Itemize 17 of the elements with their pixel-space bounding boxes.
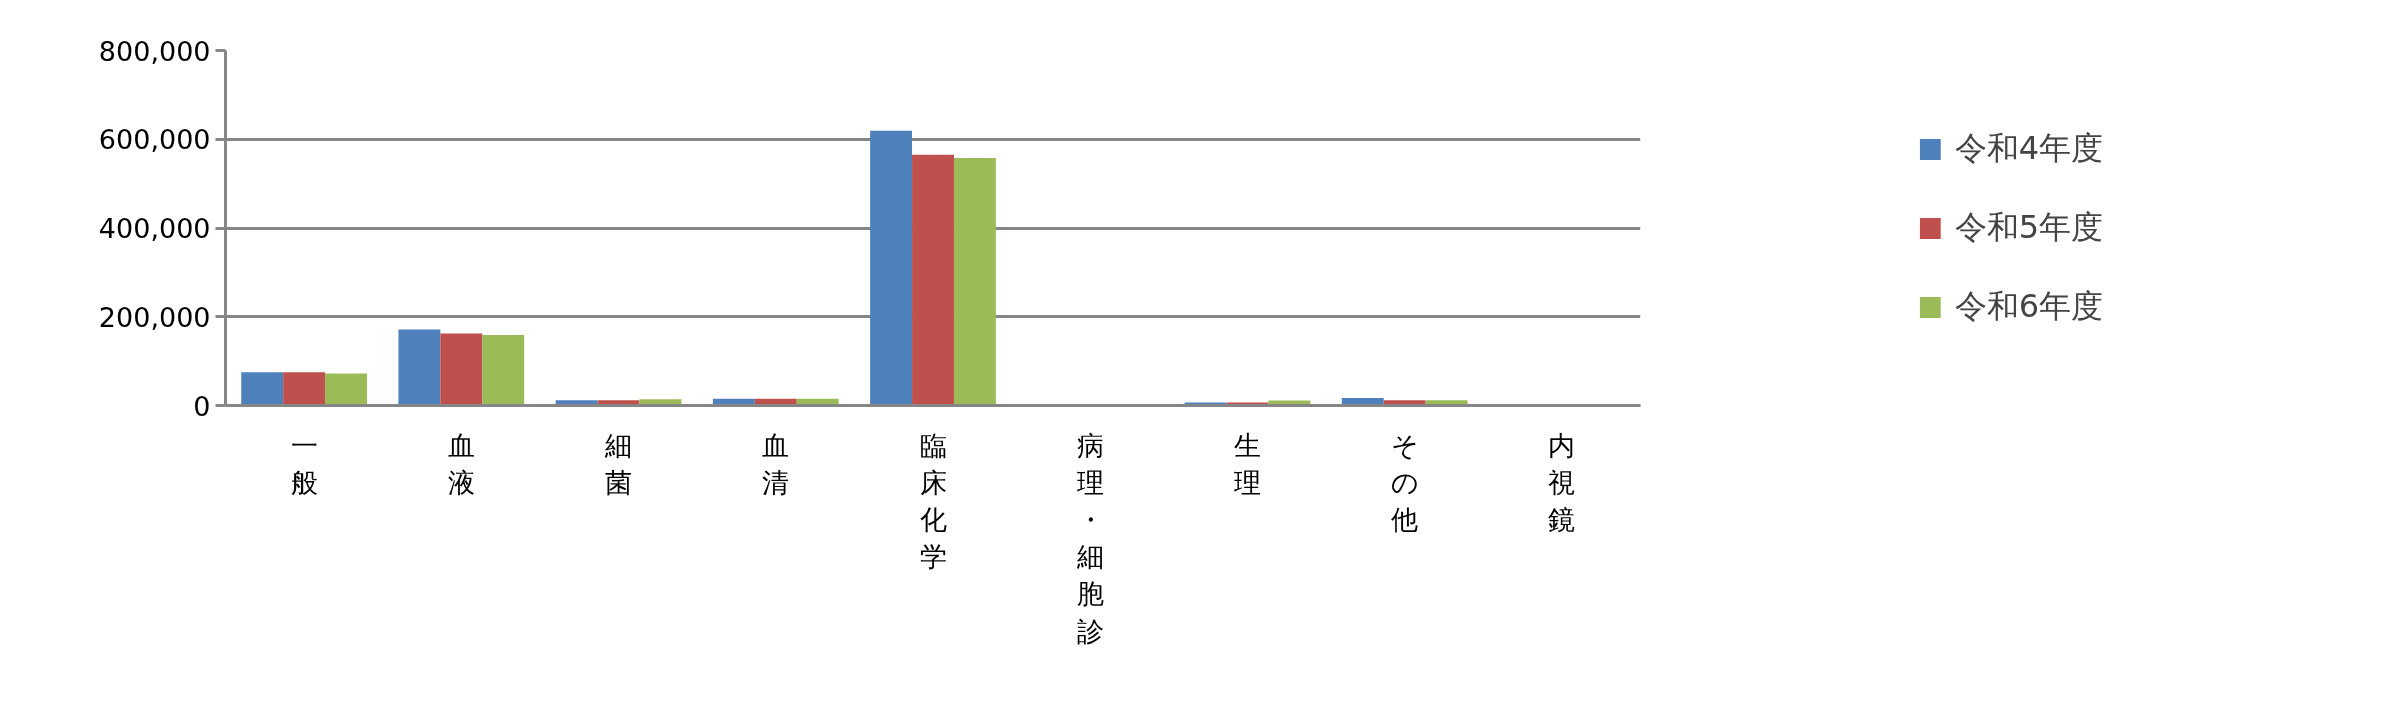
x-tick-label: 細菌 [604,429,633,498]
y-tick-label: 200,000 [98,301,211,333]
x-tick-label: 一般 [290,429,318,498]
y-tick-label: 600,000 [98,124,211,156]
x-tick-label: その他 [1390,429,1419,535]
x-tick-label: 臨床化学 [919,429,947,573]
x-tick-label: 血清 [762,429,790,498]
x-tick-label: 病理・細胞診 [1075,429,1104,647]
x-tick-label: 血液 [447,429,475,498]
y-tick-label: 400,000 [98,213,211,244]
x-tick-label: 内視鏡 [1548,429,1576,535]
legend-label: 令和6年度 [1954,285,2104,327]
y-tick-label: 0 [193,390,211,422]
y-tick-label: 800,000 [98,35,211,67]
x-tick-label: 生理 [1233,429,1261,498]
legend-label: 令和4年度 [1954,127,2104,169]
legend-label: 令和5年度 [1954,206,2104,248]
